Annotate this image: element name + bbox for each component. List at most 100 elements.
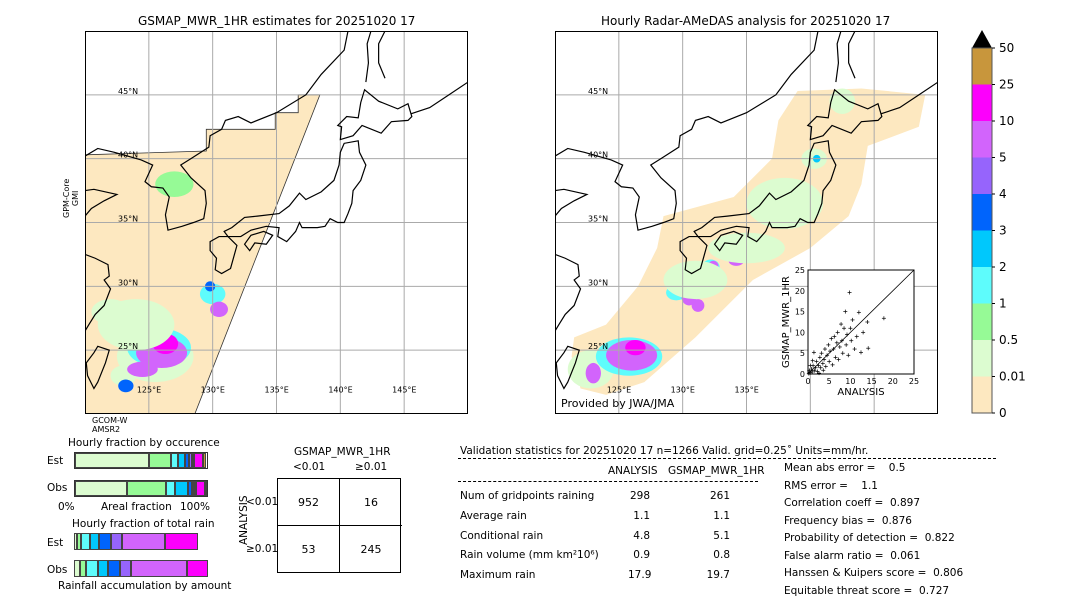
bar-segment [194, 453, 203, 468]
coastline-china2 [555, 188, 589, 217]
coastline-mainland [85, 31, 349, 231]
scatter-point [856, 310, 861, 315]
lon-label: 135°E [735, 385, 759, 394]
stats-col-divider [458, 481, 758, 482]
bar-segment [165, 533, 198, 550]
colorbar-segment [972, 84, 992, 121]
occurrence-bar-obs [74, 480, 208, 497]
occ-xtick-left: 0% [58, 501, 75, 513]
lat-label: 35°N [118, 215, 138, 224]
right-map: 45°N 40°N 35°N 30°N 25°N 125°E 130°E 135°E [555, 31, 938, 414]
coastline-kurils [410, 81, 468, 115]
scatter-point [834, 340, 839, 345]
scatter-point [832, 334, 837, 339]
stats-row-label: Maximum rain [460, 569, 536, 581]
coastline-kyushu [209, 235, 238, 275]
colorbar-extend-arrow [972, 30, 992, 48]
y-tick-label: 15 [795, 308, 805, 317]
colorbar-label: 3 [999, 224, 1007, 238]
stats-row-gsmap: 261 [709, 490, 730, 502]
bar-segment [77, 533, 82, 550]
lon-label: 130°E [671, 385, 695, 394]
colorbar-segment [972, 340, 992, 377]
scatter-point [812, 368, 817, 373]
contingency-col-title: GSMAP_MWR_1HR [294, 446, 391, 458]
rain-area [127, 361, 158, 377]
x-tick-label: 0 [805, 377, 810, 386]
coastline-taiwan [555, 345, 580, 390]
rain-area [585, 362, 601, 384]
bar-segment [75, 481, 127, 496]
scatter-point [816, 363, 821, 368]
rain-area [691, 299, 705, 312]
coastline-sakhalinE [378, 31, 386, 79]
bar-segment [120, 560, 132, 577]
colorbar-label: 0.01 [999, 370, 1026, 384]
bar-segment [196, 481, 205, 496]
coastline-mainland [555, 31, 819, 231]
y-tick-label: 25 [795, 266, 805, 275]
colorbar-label: 4 [999, 187, 1007, 201]
coastline-honshu [693, 140, 837, 243]
lon-label: 145°E [392, 385, 416, 394]
data-credit: Provided by JWA/JMA [561, 397, 675, 410]
rain-area [118, 379, 134, 393]
scatter-point [811, 350, 816, 355]
scatter-point [837, 344, 842, 349]
totalrain-bar-est [74, 533, 208, 550]
scatter-point [847, 290, 852, 295]
scatter-point [850, 317, 855, 322]
scatter-point [828, 349, 833, 354]
scatter-point [822, 347, 827, 352]
bar-segment [175, 481, 189, 496]
colorbar-segment [972, 194, 992, 231]
scatter-point [820, 361, 825, 366]
scatter-point [835, 330, 840, 335]
scatter-point [825, 353, 830, 358]
lat-label: 25°N [118, 342, 138, 351]
bar-segment [81, 533, 91, 550]
scatter-point [814, 359, 819, 364]
lat-label: 30°N [118, 278, 138, 287]
stats-row-analysis: 17.9 [628, 569, 652, 581]
bar-segment [148, 453, 172, 468]
scatter-point [823, 364, 828, 369]
stats-row-label: Average rain [460, 510, 527, 522]
map-frame [555, 31, 938, 414]
scatter-point [809, 367, 814, 372]
sensor-label-gmi: GPM-Core GMI [62, 178, 80, 218]
coastline-kyushu [679, 235, 708, 275]
totalrain-bar-obs [74, 560, 208, 577]
bar-segment [204, 481, 208, 496]
scatter-point [843, 309, 848, 314]
coastline-hokkaido [336, 88, 413, 141]
colorbar: 0 0.01 0.5 1 2 3 4 5 10 25 50 [971, 30, 1026, 418]
scatter-point [844, 342, 849, 347]
coastline-hokkaido [806, 88, 883, 141]
scatter-point [830, 362, 835, 367]
x-axis-label: ANALYSIS [837, 387, 884, 398]
bar-segment [126, 481, 167, 496]
lon-label: 135°E [265, 385, 289, 394]
score-item: Hanssen & Kuipers score = 0.806 [784, 567, 964, 579]
scatter-point [810, 358, 815, 363]
rain-area [155, 171, 194, 197]
sensor-label-amsr2: GCOM-W AMSR2 [92, 416, 128, 434]
rain-area [663, 260, 728, 300]
stats-col-analysis: ANALYSIS [608, 465, 658, 477]
stats-row-label: Conditional rain [460, 530, 544, 542]
bar-segment [177, 453, 185, 468]
colorbar-label: 0.5 [999, 333, 1018, 347]
coastline-shikoku [713, 230, 744, 252]
score-item: Probability of detection = 0.822 [784, 532, 955, 544]
lon-label: 140°E [328, 385, 352, 394]
stats-row-analysis: 4.8 [633, 530, 650, 542]
bar-segment [75, 453, 149, 468]
colorbar-segment [972, 376, 992, 413]
scatter-point [881, 316, 886, 321]
colorbar-label: 0 [999, 406, 1007, 418]
colorbar-segment [972, 303, 992, 340]
stats-row-analysis: 0.9 [633, 549, 650, 561]
stats-row-label: Num of gridpoints raining [460, 490, 595, 502]
